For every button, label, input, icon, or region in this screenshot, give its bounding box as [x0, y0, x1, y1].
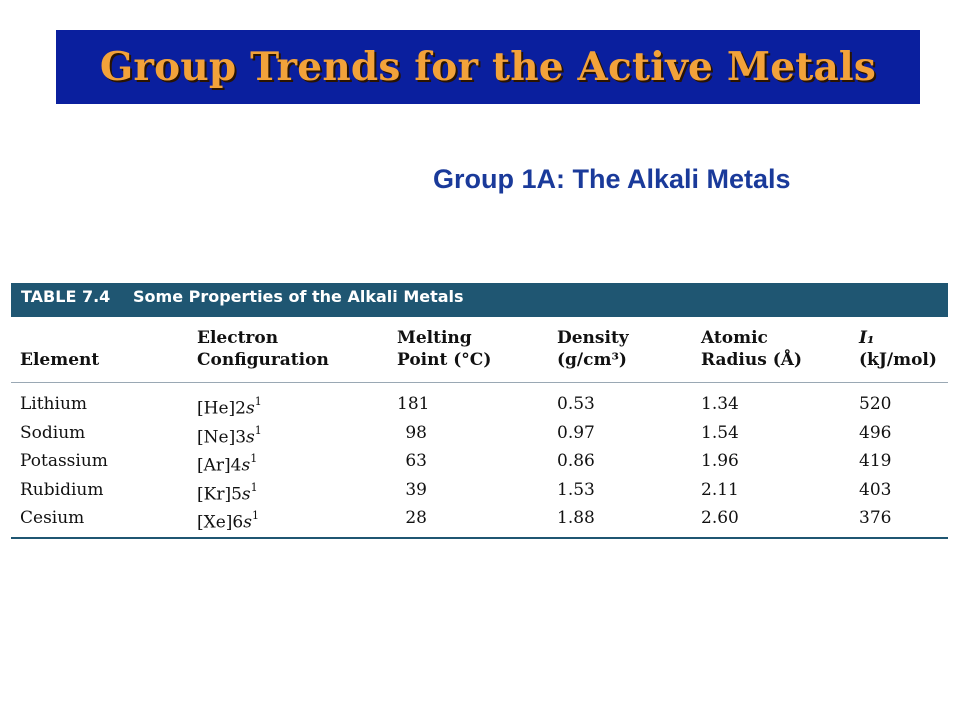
config-electrons: 1 — [254, 395, 262, 408]
cell-melting-point: 63 — [405, 451, 427, 471]
col-header-melting: Melting Point (°C) — [397, 327, 491, 371]
config-core: [Xe]6 — [197, 512, 244, 533]
cell-melting-point: 98 — [405, 423, 427, 443]
config-orbital: s — [241, 484, 251, 505]
config-orbital: s — [246, 427, 255, 448]
col-header-ionization: I₁ (kJ/mol) — [859, 327, 937, 371]
config-core: [He]2 — [197, 398, 246, 419]
col-header-element-line2: Element — [20, 350, 100, 370]
cell-density: 0.86 — [557, 451, 595, 471]
cell-density: 0.97 — [557, 423, 595, 443]
cell-ionization-energy: 496 — [859, 423, 892, 443]
cell-atomic-radius: 2.11 — [701, 480, 739, 500]
col-header-ionization-line2: (kJ/mol) — [859, 350, 937, 370]
config-electrons: 1 — [251, 509, 259, 522]
cell-melting-point: 181 — [397, 394, 430, 414]
cell-melting-point: 39 — [405, 480, 427, 500]
col-header-radius: Atomic Radius (Å) — [701, 327, 802, 371]
config-electrons: 1 — [250, 452, 258, 465]
col-header-radius-line2: Radius (Å) — [701, 350, 803, 370]
config-orbital: s — [243, 512, 252, 533]
cell-ionization-energy: 376 — [859, 508, 892, 528]
header-divider — [11, 382, 948, 383]
cell-atomic-radius: 2.60 — [701, 508, 739, 528]
col-header-melting-line1: Melting — [397, 328, 472, 348]
cell-config: [Kr]5s1 — [197, 480, 258, 505]
cell-element: Cesium — [20, 508, 85, 528]
cell-element: Rubidium — [20, 480, 104, 500]
col-header-radius-line1: Atomic — [701, 328, 768, 348]
title-banner: Group Trends for the Active Metals — [56, 30, 920, 104]
col-header-config-line1: Electron — [197, 328, 279, 348]
cell-config: [Ne]3s1 — [197, 423, 262, 448]
table-bottom-rule — [11, 537, 948, 539]
cell-density: 1.88 — [557, 508, 595, 528]
config-electrons: 1 — [254, 424, 262, 437]
col-header-density-line1: Density — [557, 328, 629, 348]
config-core: [Kr]5 — [197, 484, 242, 505]
cell-density: 0.53 — [557, 394, 595, 414]
cell-ionization-energy: 520 — [859, 394, 892, 414]
table-number: TABLE 7.4 — [21, 287, 111, 306]
cell-ionization-energy: 403 — [859, 480, 892, 500]
config-core: [Ne]3 — [197, 427, 247, 448]
cell-config: [Xe]6s1 — [197, 508, 259, 533]
col-header-config-line2: Configuration — [197, 350, 329, 370]
table-caption: Some Properties of the Alkali Metals — [133, 287, 464, 306]
cell-atomic-radius: 1.54 — [701, 423, 739, 443]
table-caption-bar: TABLE 7.4 Some Properties of the Alkali … — [11, 283, 948, 317]
col-header-ionization-line1: I₁ — [859, 328, 875, 348]
cell-element: Lithium — [20, 394, 88, 414]
cell-atomic-radius: 1.34 — [701, 394, 739, 414]
col-header-melting-line2: Point (°C) — [397, 350, 492, 370]
config-core: [Ar]4 — [197, 455, 242, 476]
cell-element: Potassium — [20, 451, 108, 471]
config-electrons: 1 — [250, 481, 258, 494]
cell-melting-point: 28 — [405, 508, 427, 528]
col-header-density: Density (g/cm³) — [557, 327, 629, 371]
cell-config: [Ar]4s1 — [197, 451, 257, 476]
cell-density: 1.53 — [557, 480, 595, 500]
slide-title: Group Trends for the Active Metals — [99, 44, 877, 90]
cell-ionization-energy: 419 — [859, 451, 892, 471]
config-orbital: s — [241, 455, 251, 476]
col-header-config: Electron Configuration — [197, 327, 329, 371]
config-orbital: s — [245, 398, 255, 419]
cell-config: [He]2s1 — [197, 394, 262, 419]
cell-element: Sodium — [20, 423, 86, 443]
col-header-element-line1 — [20, 327, 99, 349]
slide-subtitle: Group 1A: The Alkali Metals — [433, 164, 791, 194]
col-header-density-line2: (g/cm³) — [557, 350, 627, 370]
col-header-element: Element — [20, 327, 99, 371]
cell-atomic-radius: 1.96 — [701, 451, 739, 471]
